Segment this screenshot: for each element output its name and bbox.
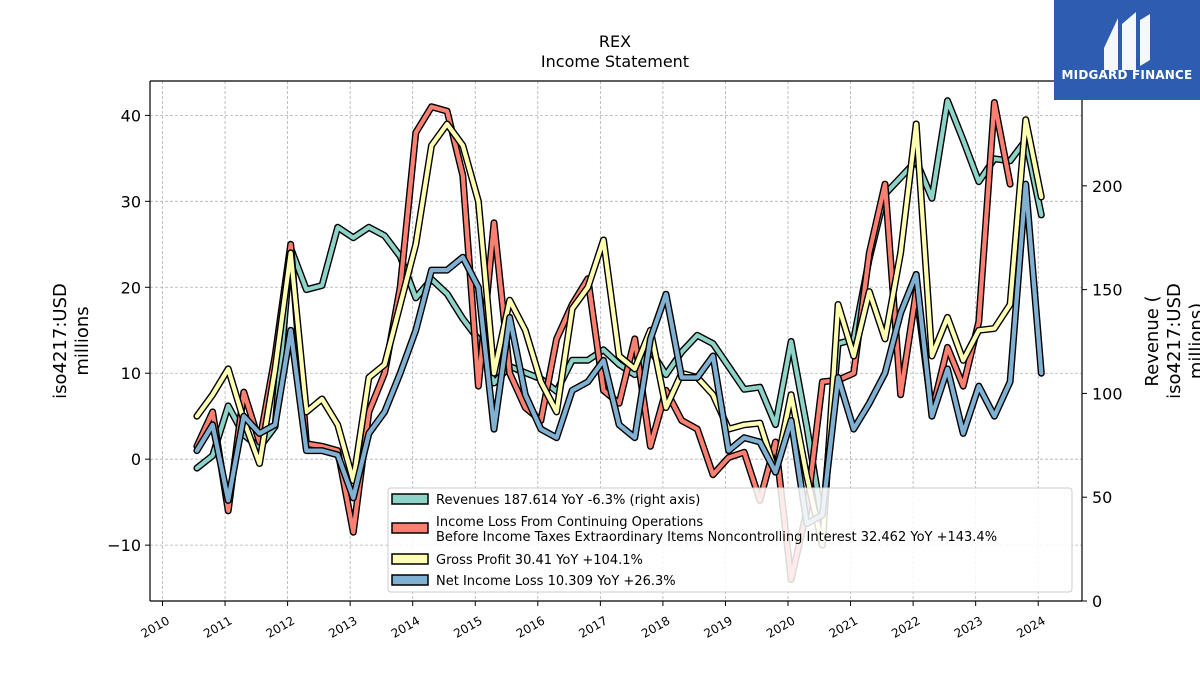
legend-swatch bbox=[391, 574, 429, 586]
y-tick-label-left: 30 bbox=[121, 192, 141, 211]
series-line bbox=[194, 182, 1044, 526]
chart-subtitle: Income Statement bbox=[541, 52, 689, 71]
logo-mark-icon bbox=[1104, 12, 1150, 70]
x-tick-label: 2021 bbox=[827, 613, 860, 640]
legend-label: Gross Profit 30.41 YoY +104.1% bbox=[436, 553, 643, 568]
y-tick-label-left: 0 bbox=[131, 450, 141, 469]
legend-label: Income Loss From Continuing Operations bbox=[436, 515, 703, 530]
legend-swatch bbox=[391, 493, 429, 505]
legend-swatch bbox=[391, 553, 429, 565]
y-axis-label-left: iso4217:USDmillions bbox=[50, 283, 93, 399]
y-tick-label-right: 150 bbox=[1092, 281, 1123, 300]
x-tick-label: 2020 bbox=[764, 613, 797, 640]
legend-label: Net Income Loss 10.309 YoY +26.3% bbox=[436, 574, 676, 589]
x-tick-label: 2016 bbox=[514, 613, 547, 640]
y-axis-label-right: Revenue (iso4217:USDmillions) bbox=[1142, 283, 1200, 399]
series-1 bbox=[193, 99, 1014, 583]
legend-label: Revenues 187.614 YoY -6.3% (right axis) bbox=[436, 493, 700, 508]
series-line-outline bbox=[193, 116, 1045, 549]
x-tick-label: 2012 bbox=[264, 613, 297, 640]
series-line bbox=[194, 98, 1044, 525]
x-tick-label: 2022 bbox=[889, 613, 922, 640]
series-line bbox=[194, 100, 1013, 582]
series-2 bbox=[193, 116, 1045, 549]
x-tick-label: 2011 bbox=[201, 613, 234, 640]
x-tick-label: 2010 bbox=[139, 613, 172, 640]
series-0 bbox=[193, 97, 1045, 526]
legend: Revenues 187.614 YoY -6.3% (right axis) I… bbox=[387, 487, 1073, 593]
y-axis-label-right-line: iso4217:USD bbox=[1164, 283, 1185, 399]
x-tick-label: 2024 bbox=[1014, 613, 1047, 640]
y-tick-label-left: 10 bbox=[121, 364, 141, 383]
y-axis-label-left-line: millions bbox=[72, 306, 93, 375]
y-tick-label-right: 100 bbox=[1092, 384, 1123, 403]
chart-title: REX bbox=[599, 32, 631, 51]
y-tick-label-right: 200 bbox=[1092, 177, 1123, 196]
midgard-finance-logo: MIDGARD FINANCE bbox=[1054, 0, 1200, 100]
y-axis-label-right-line: millions) bbox=[1186, 303, 1200, 379]
y-tick-label-right: 50 bbox=[1092, 488, 1112, 507]
x-tick-label: 2019 bbox=[702, 613, 735, 640]
x-tick-label: 2015 bbox=[451, 613, 484, 640]
x-tick-label: 2023 bbox=[952, 613, 985, 640]
x-tick-label: 2013 bbox=[326, 613, 359, 640]
series-line bbox=[194, 117, 1044, 548]
legend-label: Before Income Taxes Extraordinary Items … bbox=[436, 530, 997, 545]
y-tick-label-left: −10 bbox=[107, 536, 141, 555]
y-tick-label-left: 20 bbox=[121, 278, 141, 297]
y-axis-label-right-line: Revenue ( bbox=[1142, 295, 1163, 386]
x-tick-label: 2018 bbox=[639, 613, 672, 640]
series-3 bbox=[193, 180, 1045, 528]
x-tick-label: 2017 bbox=[576, 613, 609, 640]
legend-swatch bbox=[391, 522, 429, 534]
y-axis-label-left-line: iso4217:USD bbox=[50, 283, 71, 399]
logo-text: MIDGARD FINANCE bbox=[1061, 68, 1193, 82]
x-tick-label: 2014 bbox=[389, 613, 422, 640]
y-tick-label-left: 40 bbox=[121, 106, 141, 125]
y-tick-label-right: 0 bbox=[1092, 592, 1102, 611]
legend-box bbox=[387, 487, 1073, 593]
